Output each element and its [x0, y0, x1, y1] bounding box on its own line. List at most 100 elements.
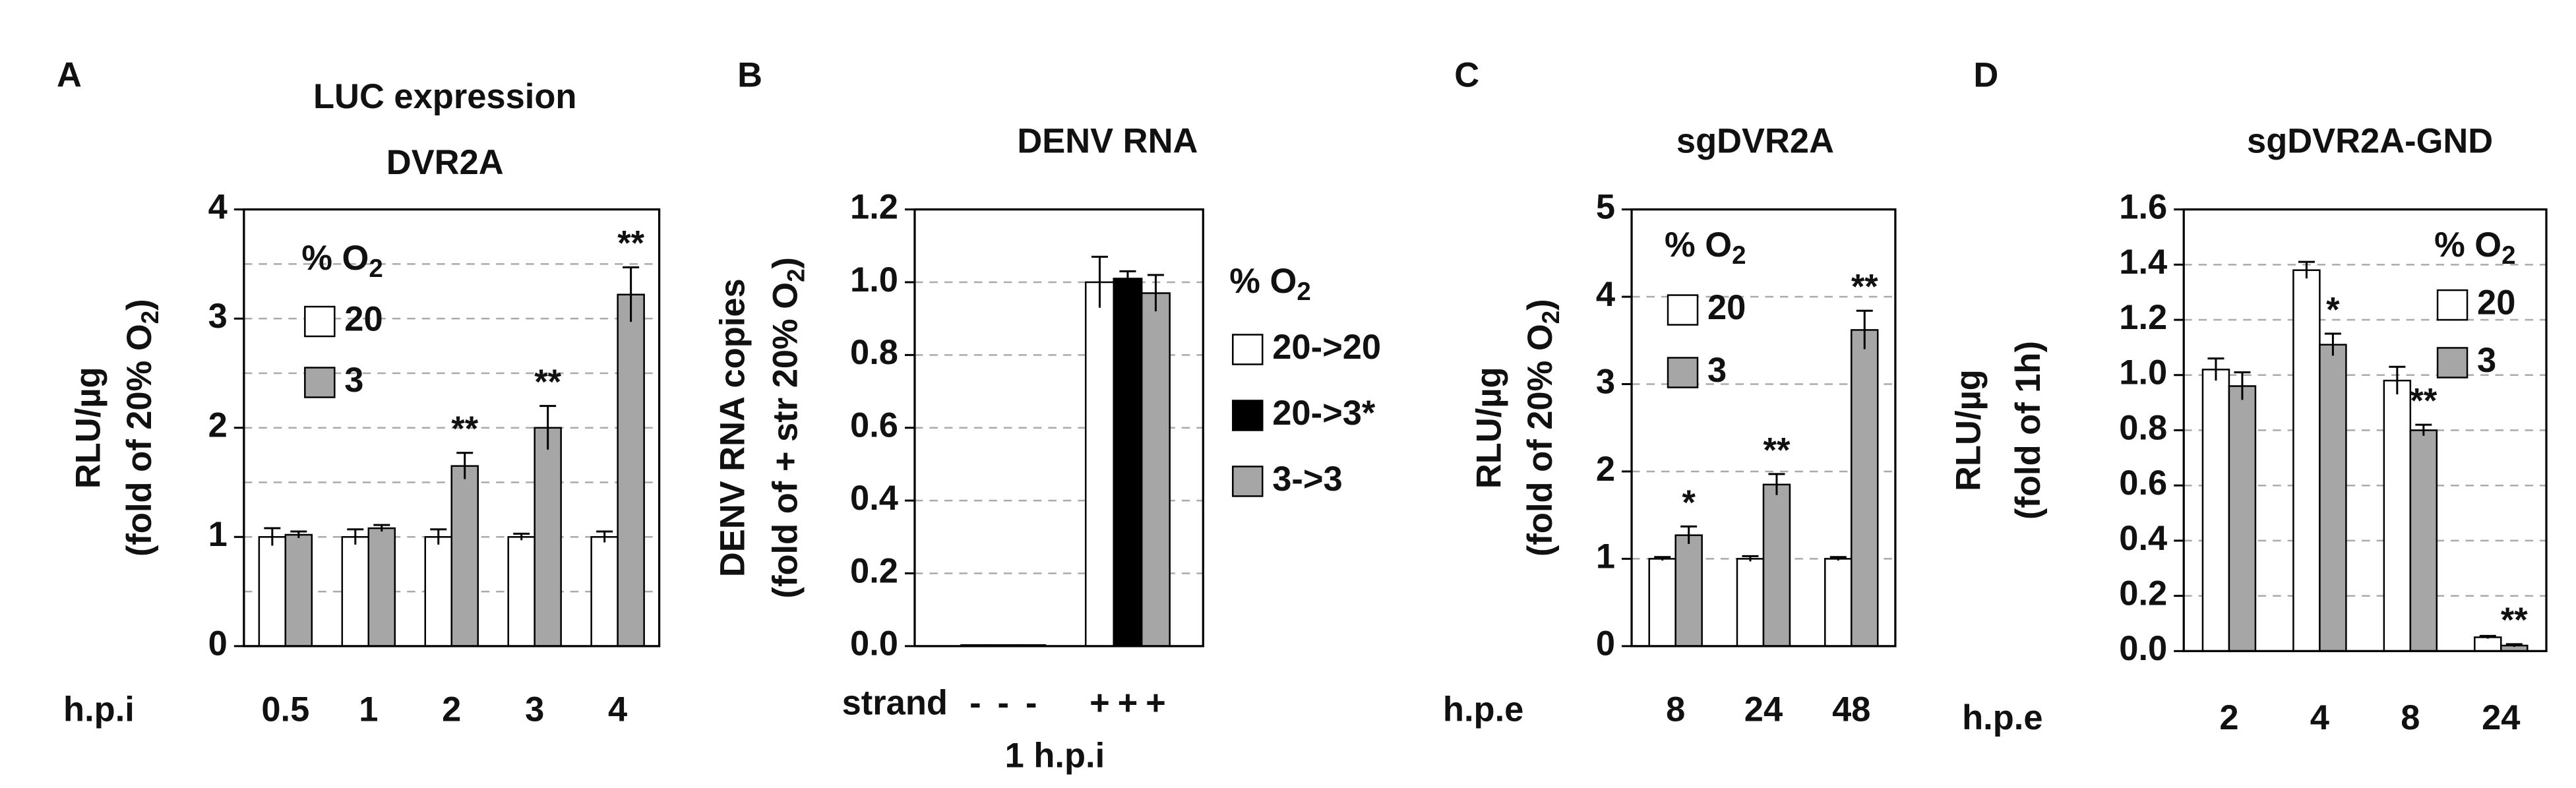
legend-label: 20	[2477, 284, 2515, 322]
text-part: (fold of 20% O	[1521, 324, 1560, 557]
x-tick-label: 8	[1666, 691, 1685, 729]
x-tick-label: -	[969, 684, 981, 723]
legend-label: 20	[1707, 289, 1746, 327]
y-tick-label: 1	[208, 516, 228, 554]
legend-title: % O2	[301, 239, 383, 283]
significance: **	[2501, 601, 2528, 640]
y-axis-label: (fold of 20% O2)	[121, 299, 164, 557]
text-part: 2	[2501, 241, 2515, 270]
x-tick-label: +	[1089, 684, 1110, 723]
bar	[1824, 558, 1853, 648]
legend-swatch	[304, 305, 336, 338]
legend-label: 3->3	[1272, 460, 1342, 499]
text-part: (fold of 20% O	[121, 324, 159, 557]
bar	[2319, 344, 2347, 652]
bar	[1674, 534, 1703, 648]
legend-label: 20->3*	[1272, 394, 1376, 433]
bar	[258, 536, 287, 648]
bar	[341, 536, 370, 648]
y-tick-label: 4	[208, 188, 228, 226]
x-tick-label: -	[1026, 684, 1037, 723]
y-tick-label: 0.0	[2119, 630, 2167, 668]
bar	[367, 527, 396, 648]
legend-label: 3	[344, 361, 363, 400]
plot-frame	[2182, 208, 2548, 652]
y-tick-label: 0.2	[2119, 574, 2167, 613]
significance: **	[534, 363, 561, 402]
legend-swatch	[1232, 334, 1264, 365]
y-axis-label: (fold of 1h)	[2009, 341, 2048, 520]
text-part: )	[1521, 299, 1560, 310]
legend-swatch	[1667, 357, 1699, 388]
plot-frame	[1630, 208, 1897, 648]
legend-swatch	[304, 367, 336, 398]
x-tick-label: 2	[2219, 699, 2238, 737]
bar	[590, 536, 619, 648]
x-axis-label: h.p.e	[1443, 691, 1523, 729]
x-tick-label: 2	[442, 691, 461, 729]
y-tick-label: 5	[1596, 188, 1615, 226]
y-tick-label: 0	[208, 625, 228, 663]
bar	[2409, 429, 2438, 652]
chart-title: DENV RNA	[1017, 123, 1198, 161]
legend-label: 3	[1707, 351, 1727, 390]
legend-title: % O2	[1665, 226, 1746, 270]
significance: **	[1851, 268, 1878, 307]
bar	[1140, 292, 1171, 648]
legend-label: 3	[2477, 342, 2496, 380]
significance: **	[1763, 431, 1791, 470]
y-tick-label: 0.8	[850, 334, 898, 372]
chart-title: sgDVR2A	[1676, 123, 1834, 161]
y-tick-label: 1.0	[2119, 354, 2167, 392]
legend-swatch	[1667, 294, 1699, 326]
text-part: (fold of 1h)	[2009, 341, 2048, 520]
text-part: % O	[301, 239, 369, 278]
y-tick-label: 1.0	[850, 261, 898, 299]
x-tick-label: 24	[1744, 691, 1783, 729]
y-tick-label: 3	[1596, 363, 1615, 401]
legend-label: 20	[344, 300, 383, 338]
bar	[2474, 636, 2502, 652]
bar	[2292, 269, 2321, 652]
chart-title: sgDVR2A-GND	[2247, 123, 2493, 161]
y-axis-label: (fold of 20% O2)	[1521, 299, 1564, 557]
x-tick-label: +	[1118, 684, 1138, 723]
chart-title: LUC expression	[313, 78, 576, 116]
text-part: 2	[137, 311, 164, 324]
y-tick-label: 1.2	[2119, 299, 2167, 337]
y-tick-label: 3	[208, 297, 228, 336]
bar	[424, 536, 452, 648]
y-axis-label: RLU/µg	[1950, 369, 1988, 491]
bar	[2383, 379, 2412, 652]
bar	[1762, 483, 1791, 648]
text-part: % O	[2434, 226, 2501, 264]
legend-swatch	[1232, 466, 1264, 497]
legend-swatch	[2436, 347, 2469, 379]
plot-frame	[243, 208, 661, 648]
panel-letter: D	[1973, 57, 1998, 95]
x-tick-label: +	[1146, 684, 1166, 723]
x-tick-label: 4	[608, 691, 627, 729]
bar	[2228, 385, 2257, 652]
y-tick-label: 0.2	[850, 552, 898, 590]
x-tick-label: 3	[525, 691, 544, 729]
bar	[507, 536, 536, 648]
bar	[1113, 278, 1143, 648]
text-part: 2	[782, 268, 809, 282]
significance: *	[2326, 291, 2340, 329]
y-tick-label: 0.6	[2119, 464, 2167, 502]
y-tick-label: 1.6	[2119, 188, 2167, 226]
panel-letter: C	[1454, 57, 1479, 95]
bar	[284, 533, 313, 648]
y-tick-label: 0	[1596, 625, 1615, 663]
x-axis-label: strand	[842, 684, 948, 723]
legend-title: % O2	[2434, 226, 2515, 270]
x-tick-label: 48	[1832, 691, 1870, 729]
bar	[617, 293, 645, 648]
y-tick-label: 2	[208, 407, 228, 445]
text-part: 2	[369, 255, 383, 283]
text-part: )	[766, 257, 805, 268]
panel-letter: A	[57, 57, 82, 95]
